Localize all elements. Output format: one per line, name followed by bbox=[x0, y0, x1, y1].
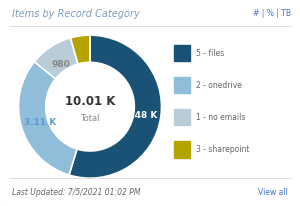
Bar bbox=[173, 109, 190, 126]
Text: 5 - files: 5 - files bbox=[196, 49, 224, 57]
Text: # | % | TB: # | % | TB bbox=[253, 9, 291, 18]
Text: 1 - no emails: 1 - no emails bbox=[196, 112, 246, 121]
Text: Total: Total bbox=[80, 113, 100, 122]
Text: View all: View all bbox=[258, 187, 288, 196]
Bar bbox=[173, 77, 190, 94]
Wedge shape bbox=[69, 36, 161, 178]
Wedge shape bbox=[34, 39, 78, 79]
Text: 3 - sharepoint: 3 - sharepoint bbox=[196, 144, 250, 153]
Text: 5.48 K: 5.48 K bbox=[125, 110, 158, 119]
Text: 2 - onedrive: 2 - onedrive bbox=[196, 81, 242, 89]
Wedge shape bbox=[19, 62, 77, 175]
Bar bbox=[173, 45, 190, 62]
Text: 10.01 K: 10.01 K bbox=[65, 94, 115, 107]
Text: Last Updated: 7/5/2021 01:02 PM: Last Updated: 7/5/2021 01:02 PM bbox=[12, 187, 140, 196]
Text: 980: 980 bbox=[52, 59, 70, 68]
Text: Items by Record Category: Items by Record Category bbox=[12, 9, 140, 19]
Text: 3.11 K: 3.11 K bbox=[24, 118, 56, 127]
Wedge shape bbox=[70, 36, 90, 65]
Bar bbox=[173, 141, 190, 158]
